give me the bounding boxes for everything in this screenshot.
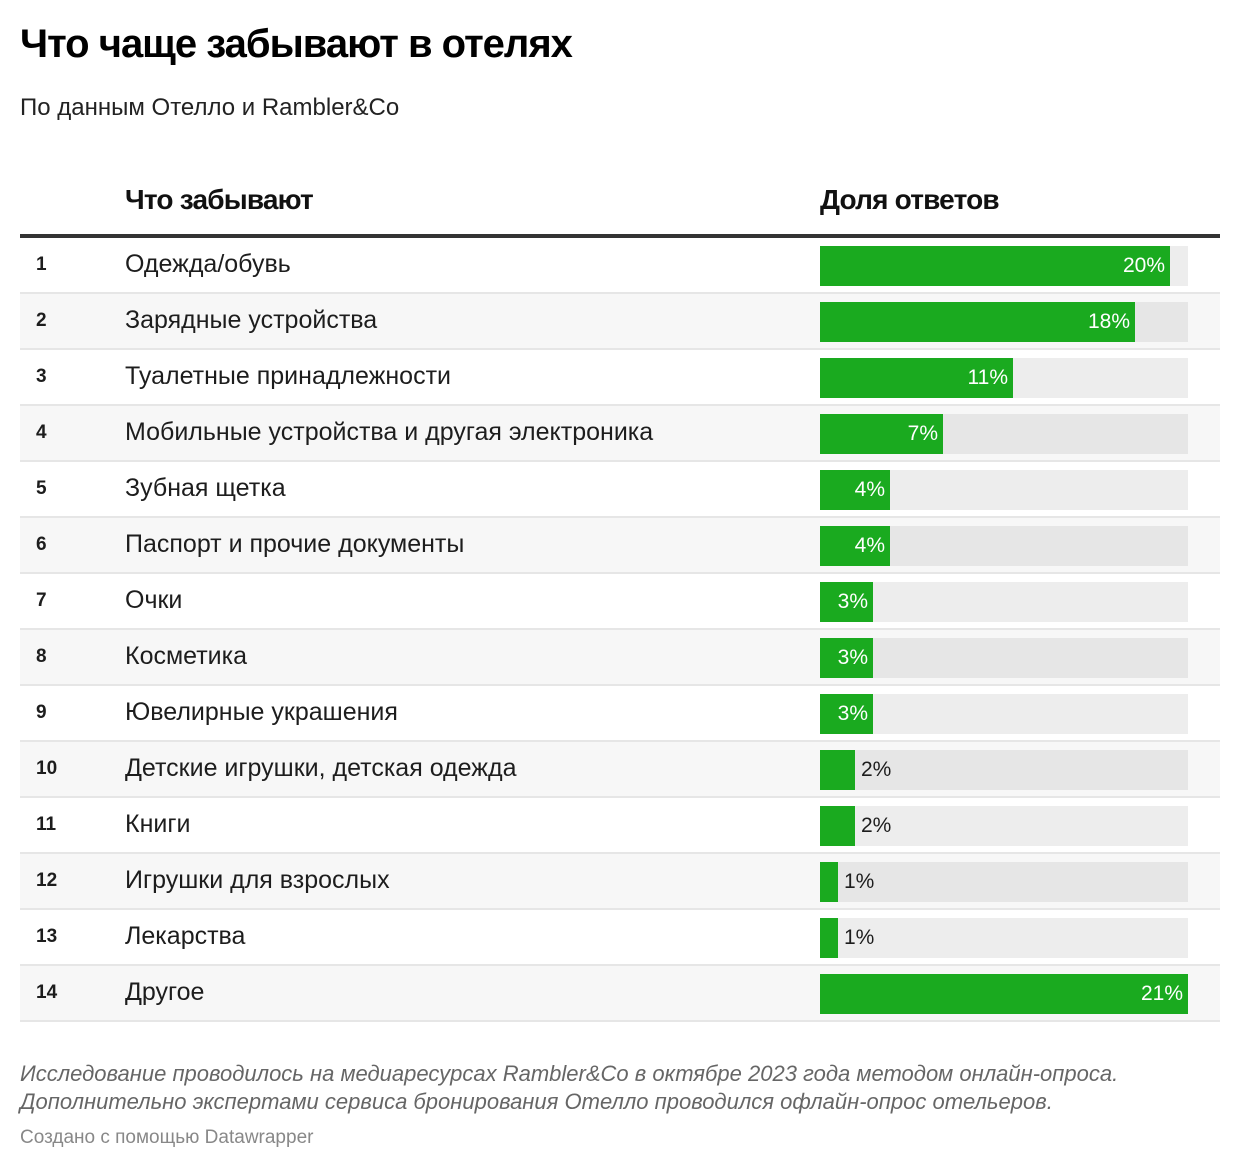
bar (820, 526, 890, 566)
bar-track: 3% (820, 582, 1188, 622)
row-rank: 1 (36, 254, 47, 275)
row-rank: 2 (36, 310, 47, 331)
chart-title: Что чаще забывают в отелях (20, 22, 573, 66)
bar (820, 582, 873, 622)
bar-track: 20% (820, 246, 1188, 286)
row-label: Зарядные устройства (125, 306, 378, 334)
table-row: 10 Детские игрушки, детская одежда 2% (20, 742, 1220, 798)
row-label: Косметика (125, 642, 248, 670)
bar (820, 750, 855, 790)
bar-value-label: 3% (837, 702, 868, 725)
bar (820, 918, 838, 958)
bar-value-label: 2% (861, 758, 892, 781)
table-header: Что забывают Доля ответов (20, 180, 1220, 238)
bar-value-label: 3% (837, 646, 868, 669)
bar-value-label: 20% (1122, 254, 1165, 277)
bar-value-label: 18% (1087, 310, 1130, 333)
bar-value-label: 7% (907, 422, 938, 445)
table-row: 11 Книги 2% (20, 798, 1220, 854)
row-rank: 5 (36, 478, 47, 499)
table-row: 3 Туалетные принадлежности 11% (20, 350, 1220, 406)
column-header-share[interactable]: Доля ответов (820, 184, 1000, 215)
row-rank: 3 (36, 366, 47, 387)
note-line: Исследование проводилось на медиаресурса… (20, 1061, 1119, 1086)
row-label: Детские игрушки, детская одежда (125, 754, 517, 782)
row-label: Паспорт и прочие документы (125, 530, 465, 558)
row-rank: 8 (36, 646, 47, 667)
bar-value-label: 1% (844, 870, 875, 893)
table-row: 6 Паспорт и прочие документы 4% (20, 518, 1220, 574)
table-row: 14 Другое 21% (20, 966, 1220, 1022)
bar-track: 11% (820, 358, 1188, 398)
row-label: Очки (125, 586, 183, 614)
bar (820, 974, 1188, 1014)
chart-subtitle: По данным Отелло и Rambler&Co (20, 94, 400, 121)
row-label: Туалетные принадлежности (125, 362, 451, 390)
bar (820, 862, 838, 902)
row-label: Игрушки для взрослых (125, 866, 390, 894)
bar-track: 21% (820, 974, 1188, 1014)
bar (820, 806, 855, 846)
bar (820, 358, 1013, 398)
notes: Исследование проводилось на медиаресурса… (20, 1060, 1118, 1116)
row-rank: 4 (36, 422, 47, 443)
bar (820, 470, 890, 510)
bar-value-label: 1% (844, 926, 875, 949)
table-row: 12 Игрушки для взрослых 1% (20, 854, 1220, 910)
bar-track: 18% (820, 302, 1188, 342)
bar-track: 1% (820, 918, 1188, 958)
bar-value-label: 21% (1140, 982, 1183, 1005)
row-rank: 7 (36, 590, 47, 611)
row-rank: 13 (36, 926, 58, 947)
table-row: 2 Зарядные устройства 18% (20, 294, 1220, 350)
note-line: Дополнительно экспертами сервиса брониро… (20, 1089, 1053, 1114)
row-rank: 14 (36, 982, 58, 1003)
table-row: 1 Одежда/обувь 20% (20, 238, 1220, 294)
table-row: 13 Лекарства 1% (20, 910, 1220, 966)
row-label: Книги (125, 810, 191, 838)
table-row: 7 Очки 3% (20, 574, 1220, 630)
table-row: 9 Ювелирные украшения 3% (20, 686, 1220, 742)
bar-track: 2% (820, 806, 1188, 846)
row-rank: 6 (36, 534, 47, 555)
row-label: Ювелирные украшения (125, 698, 398, 726)
row-label: Другое (125, 978, 205, 1006)
table-row: 8 Косметика 3% (20, 630, 1220, 686)
bar-value-label: 11% (967, 366, 1008, 389)
row-label: Лекарства (125, 922, 246, 950)
bar-track: 1% (820, 862, 1188, 902)
bar-track: 2% (820, 750, 1188, 790)
row-rank: 10 (36, 758, 58, 779)
bar (820, 694, 873, 734)
row-label: Зубная щетка (125, 474, 286, 502)
table-row: 5 Зубная щетка 4% (20, 462, 1220, 518)
table-row: 4 Мобильные устройства и другая электрон… (20, 406, 1220, 462)
column-header-item[interactable]: Что забывают (125, 184, 314, 215)
bar (820, 638, 873, 678)
bar (820, 302, 1135, 342)
row-label: Мобильные устройства и другая электроник… (125, 418, 654, 446)
row-label: Одежда/обувь (125, 250, 291, 278)
bar-track: 3% (820, 694, 1188, 734)
bar (820, 246, 1170, 286)
bar-track: 4% (820, 526, 1188, 566)
bar-value-label: 3% (837, 590, 868, 613)
bar-track: 7% (820, 414, 1188, 454)
bar-track: 4% (820, 470, 1188, 510)
bar (820, 414, 943, 454)
bar-track: 3% (820, 638, 1188, 678)
row-rank: 11 (36, 814, 57, 835)
table-body: 1 Одежда/обувь 20% 2 Зарядные устройства… (20, 238, 1220, 1022)
row-rank: 12 (36, 870, 58, 891)
credit-link[interactable]: Создано с помощью Datawrapper (20, 1127, 314, 1148)
bar-value-label: 2% (861, 814, 892, 837)
bar-value-label: 4% (854, 478, 885, 501)
bar-value-label: 4% (854, 534, 885, 557)
row-rank: 9 (36, 702, 47, 723)
